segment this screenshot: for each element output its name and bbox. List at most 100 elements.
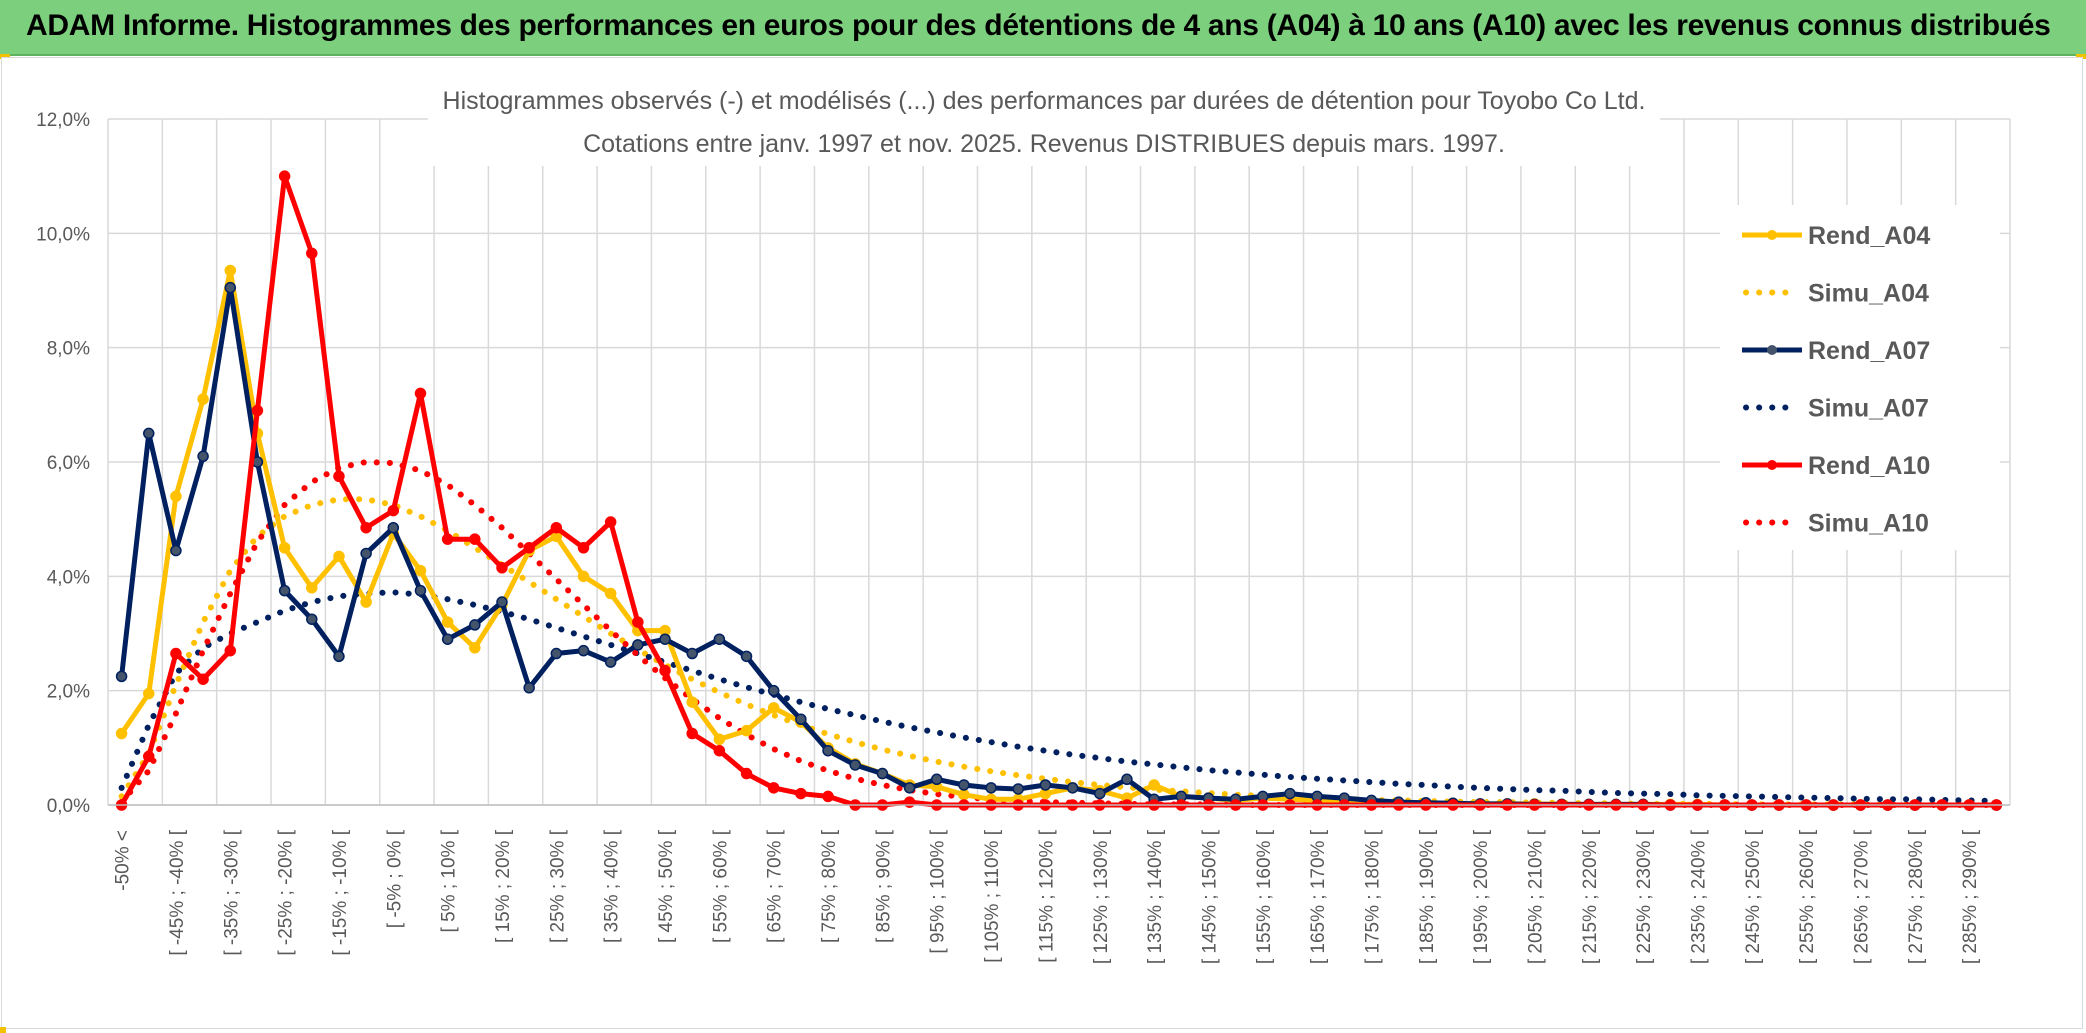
x-tick-label: [ 145% ; 150% [ bbox=[1199, 829, 1220, 964]
x-tick-label: [ 285% ; 290% [ bbox=[1960, 829, 1981, 964]
data-point-Rend_A07 bbox=[143, 427, 155, 440]
legend: Rend_A04 Simu_A04 Rend_A07 Simu_A07 Rend_A10… bbox=[1720, 205, 2000, 550]
data-point-Rend_A10 bbox=[767, 782, 780, 794]
x-tick-label: [ 235% ; 240% [ bbox=[1689, 829, 1710, 964]
legend-entry-Simu_A10: Simu_A10 bbox=[1743, 510, 1929, 538]
y-tick-label: 4,0% bbox=[47, 567, 90, 588]
data-point-Rend_A04 bbox=[686, 696, 698, 708]
data-point-Rend_A04 bbox=[1148, 779, 1160, 791]
data-point-Rend_A10 bbox=[333, 470, 345, 483]
data-point-Rend_A07 bbox=[523, 682, 535, 694]
data-point-Rend_A04 bbox=[224, 264, 237, 277]
data-point-Rend_A07 bbox=[686, 647, 698, 660]
x-tick-label: [ 25% ; 30% [ bbox=[547, 829, 568, 943]
legend-entry-Simu_A04: Simu_A04 bbox=[1743, 280, 1929, 308]
legend-entry-Rend_A07: Rend_A07 bbox=[1742, 337, 1930, 365]
x-tick-label: [ 265% ; 270% [ bbox=[1852, 829, 1873, 964]
x-tick-label: [ 245% ; 250% [ bbox=[1743, 829, 1764, 964]
data-point-Rend_A10 bbox=[795, 787, 807, 800]
data-point-Rend_A10 bbox=[143, 750, 155, 763]
data-point-Rend_A07 bbox=[958, 779, 970, 791]
data-point-Rend_A07 bbox=[414, 584, 427, 597]
data-point-Rend_A04 bbox=[767, 702, 780, 714]
x-tick-label: [ -35% ; -30% [ bbox=[221, 829, 242, 955]
x-tick-label: -50% < bbox=[113, 830, 134, 891]
x-tick-label: [ -45% ; -40% [ bbox=[167, 829, 188, 955]
data-point-Rend_A07 bbox=[632, 639, 644, 651]
y-tick-label: 8,0% bbox=[47, 339, 90, 360]
data-point-Rend_A04 bbox=[469, 642, 481, 654]
data-point-Rend_A07 bbox=[849, 759, 861, 771]
chart-title-block: Histogrammes observés (-) et modélisés (… bbox=[428, 80, 1660, 166]
data-point-Rend_A07 bbox=[903, 782, 916, 794]
data-point-Rend_A10 bbox=[224, 644, 237, 657]
data-point-Rend_A07 bbox=[360, 547, 372, 560]
series-layer bbox=[115, 170, 2003, 811]
x-tick-label: [ 85% ; 90% [ bbox=[873, 829, 894, 943]
x-tick-label: [ 115% ; 120% [ bbox=[1036, 829, 1057, 962]
data-point-Rend_A10 bbox=[387, 504, 400, 517]
data-point-Rend_A04 bbox=[958, 788, 970, 801]
data-point-Rend_A07 bbox=[115, 670, 128, 683]
data-point-Rend_A07 bbox=[876, 767, 889, 780]
legend-entry-Rend_A10: Rend_A10 bbox=[1742, 452, 1930, 480]
data-point-Rend_A07 bbox=[441, 633, 454, 645]
data-point-Rend_A07 bbox=[577, 644, 590, 657]
x-tick-label: [ 75% ; 80% [ bbox=[819, 829, 840, 943]
x-tick-label: [ 185% ; 190% [ bbox=[1417, 829, 1438, 964]
data-point-Rend_A10 bbox=[278, 170, 291, 182]
x-tick-label: [ 195% ; 200% [ bbox=[1471, 829, 1492, 964]
data-point-Rend_A04 bbox=[441, 616, 454, 628]
x-tick-label: [ 275% ; 280% [ bbox=[1906, 829, 1927, 964]
x-tick-label: [ -15% ; -10% [ bbox=[330, 829, 351, 955]
data-point-Rend_A10 bbox=[822, 790, 834, 803]
data-point-Rend_A07 bbox=[1094, 787, 1106, 800]
data-point-Rend_A04 bbox=[278, 542, 291, 554]
legend-label: Simu_A04 bbox=[1808, 280, 1929, 308]
legend-label: Rend_A04 bbox=[1808, 222, 1930, 250]
data-point-Rend_A04 bbox=[170, 490, 182, 503]
data-point-Rend_A07 bbox=[822, 744, 834, 757]
x-tick-label: [ 35% ; 40% [ bbox=[602, 829, 623, 943]
banner-title: ADAM Informe. Histogrammes des performan… bbox=[26, 9, 2051, 42]
data-point-Rend_A04 bbox=[414, 564, 427, 577]
data-point-Rend_A10 bbox=[632, 616, 644, 628]
corner-accent-right bbox=[2076, 54, 2086, 59]
data-point-Rend_A07 bbox=[550, 647, 563, 660]
data-point-Rend_A10 bbox=[713, 744, 726, 757]
data-point-Rend_A07 bbox=[1066, 782, 1079, 794]
data-point-Rend_A07 bbox=[659, 633, 671, 645]
data-point-Rend_A10 bbox=[496, 562, 508, 574]
legend-entry-Simu_A07: Simu_A07 bbox=[1743, 395, 1929, 423]
x-tick-label: [ 215% ; 220% [ bbox=[1580, 829, 1601, 964]
x-tick-label: [ 55% ; 60% [ bbox=[710, 829, 731, 943]
data-point-Rend_A07 bbox=[1121, 773, 1133, 786]
data-point-Rend_A07 bbox=[930, 773, 943, 786]
data-point-Rend_A10 bbox=[686, 727, 698, 740]
x-tick-label: [ 175% ; 180% [ bbox=[1362, 829, 1383, 964]
data-point-Rend_A07 bbox=[496, 596, 508, 608]
legend-marker bbox=[1767, 345, 1777, 355]
data-point-Rend_A07 bbox=[469, 619, 481, 631]
axes: 0,0% 2,0% 4,0% 6,0% 8,0% 10,0% 12,0% -50% < [ -4… bbox=[36, 110, 2010, 964]
x-tick-label: [ 225% ; 230% [ bbox=[1634, 829, 1655, 964]
chart-subtitle: Cotations entre janv. 1997 et nov. 2025.… bbox=[583, 130, 1505, 158]
chart-title: Histogrammes observés (-) et modélisés (… bbox=[443, 87, 1646, 115]
data-point-Rend_A04 bbox=[360, 596, 372, 608]
data-point-Rend_A07 bbox=[1039, 779, 1052, 791]
data-point-Rend_A10 bbox=[469, 533, 481, 545]
series-Simu_A07 bbox=[118, 589, 2000, 804]
x-tick-label: [ 45% ; 50% [ bbox=[656, 829, 677, 943]
legend-marker bbox=[1767, 230, 1777, 240]
data-point-Rend_A04 bbox=[740, 724, 753, 737]
data-point-Rend_A07 bbox=[1012, 783, 1024, 795]
series-line-Rend_A04 bbox=[119, 268, 1997, 808]
data-point-Rend_A10 bbox=[414, 387, 427, 400]
data-point-Rend_A10 bbox=[523, 542, 535, 554]
data-point-Rend_A07 bbox=[713, 633, 726, 645]
data-point-Rend_A07 bbox=[1284, 787, 1296, 800]
data-point-Rend_A10 bbox=[740, 767, 753, 780]
data-point-Rend_A04 bbox=[577, 570, 590, 583]
legend-entry-Rend_A04: Rend_A04 bbox=[1742, 222, 1930, 250]
data-point-Rend_A07 bbox=[604, 656, 617, 668]
